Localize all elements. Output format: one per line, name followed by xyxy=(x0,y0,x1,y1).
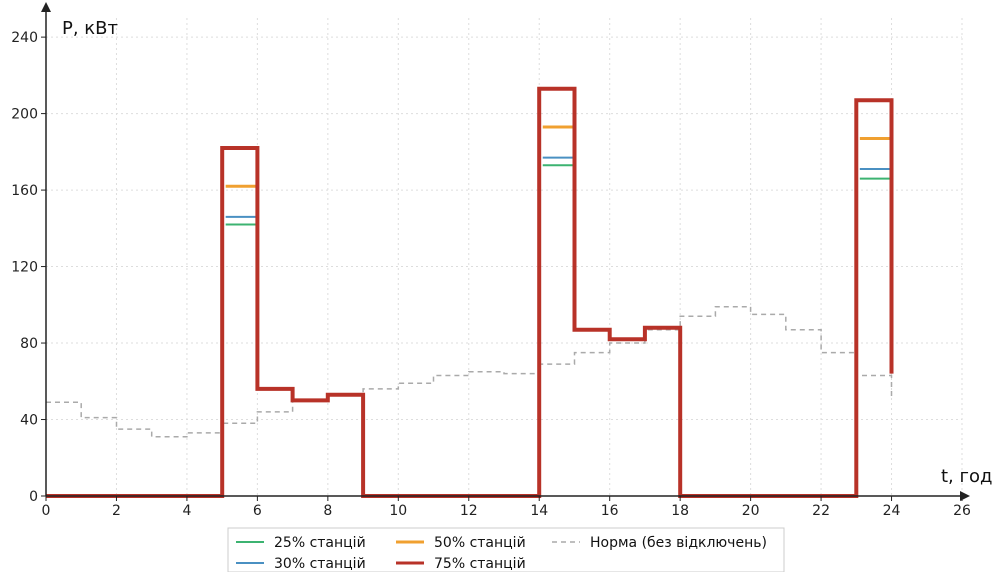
legend-box xyxy=(227,527,785,572)
legend-entry-4-label: 75% станцій xyxy=(434,556,526,572)
series-5-line xyxy=(46,305,893,438)
legend: 25% станцій 30% станцій 50% станцій 75% ста… xyxy=(227,527,785,572)
grid xyxy=(46,18,963,496)
x-tick-label-10: 10 xyxy=(389,503,407,519)
y-axis-title: P, кВт xyxy=(62,18,118,39)
legend-entry-1-label: 25% станцій xyxy=(274,535,366,551)
x-tick-label-16: 16 xyxy=(601,503,619,519)
x-tick-label-20: 20 xyxy=(742,503,760,519)
x-tick-label-8: 8 xyxy=(323,503,332,519)
y-tick-label-200: 200 xyxy=(11,107,38,123)
y-tick-label-40: 40 xyxy=(20,413,38,429)
x-tick-label-14: 14 xyxy=(530,503,548,519)
x-tick-label-12: 12 xyxy=(460,503,478,519)
x-tick-label-24: 24 xyxy=(883,503,901,519)
axes xyxy=(41,2,970,501)
y-tick-label-240: 240 xyxy=(11,30,38,46)
y-tick-label-0: 0 xyxy=(29,489,38,505)
legend-entry-3-label: 50% станцій xyxy=(434,535,526,551)
y-tick-label-120: 120 xyxy=(11,260,38,276)
x-tick-label-22: 22 xyxy=(812,503,830,519)
x-tick-label-26: 26 xyxy=(953,503,971,519)
x-tick-label-6: 6 xyxy=(253,503,262,519)
x-tick-label-4: 4 xyxy=(182,503,191,519)
legend-entry-2-label: 30% станцій xyxy=(274,556,366,572)
y-tick-label-80: 80 xyxy=(20,336,38,352)
legend-entry-5-label: Норма (без відключень) xyxy=(590,535,767,551)
x-tick-label-18: 18 xyxy=(671,503,689,519)
x-tick-label-0: 0 xyxy=(42,503,51,519)
y-tick-label-160: 160 xyxy=(11,183,38,199)
x-tick-label-2: 2 xyxy=(112,503,121,519)
y-axis-arrow xyxy=(41,2,51,12)
x-axis-title: t, год xyxy=(941,466,992,487)
